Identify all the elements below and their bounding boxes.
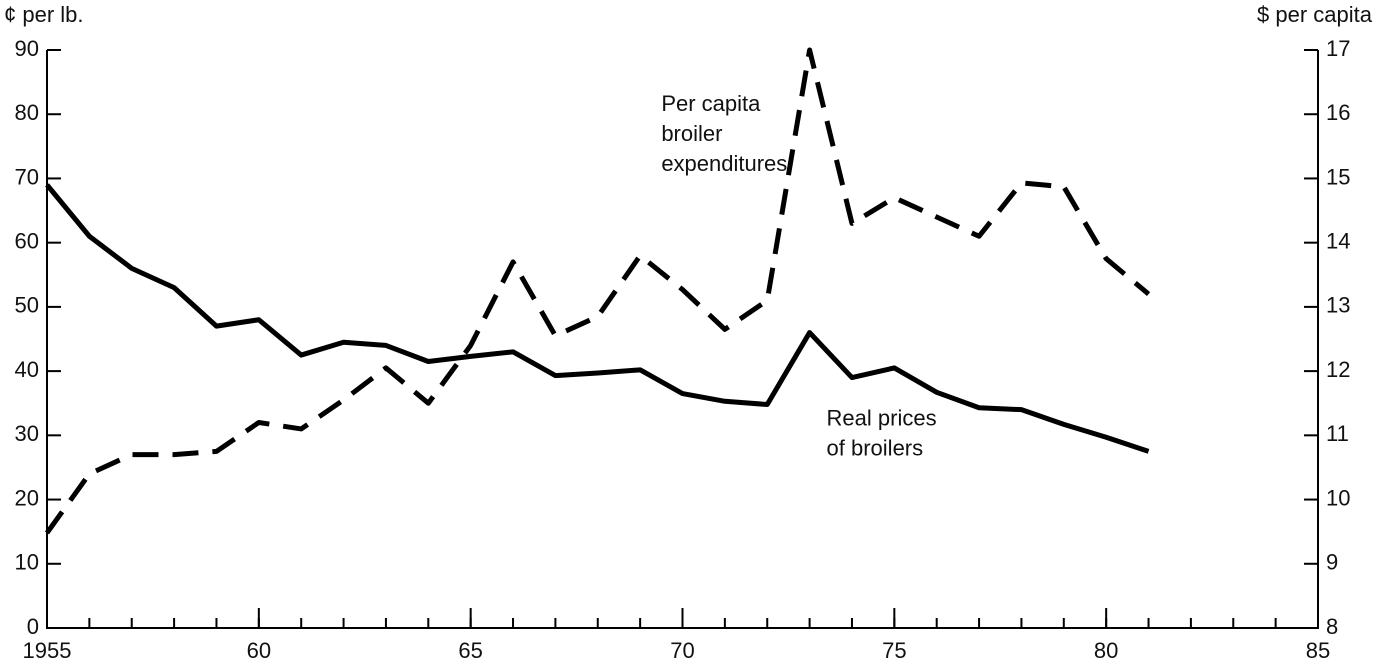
y-tick-label: 30 bbox=[15, 421, 39, 446]
x-tick-label: 75 bbox=[882, 638, 906, 663]
x-tick-label: 60 bbox=[247, 638, 271, 663]
y-tick-label: 0 bbox=[27, 614, 39, 639]
annotation: Per capita bbox=[661, 91, 761, 116]
y2-tick-label: 11 bbox=[1326, 421, 1349, 446]
y-tick-label: 20 bbox=[15, 485, 39, 510]
y2-axis-label: $ per capita bbox=[1257, 2, 1373, 27]
x-tick-label: 70 bbox=[670, 638, 694, 663]
series-line bbox=[44, 47, 1151, 535]
x-tick-label: 65 bbox=[458, 638, 482, 663]
x-tick-label: 85 bbox=[1306, 638, 1330, 663]
y-tick-label: 10 bbox=[15, 550, 39, 575]
y2-tick-label: 8 bbox=[1326, 614, 1338, 639]
annotation: of broilers bbox=[827, 436, 924, 461]
y-tick-label: 70 bbox=[15, 164, 39, 189]
y-tick-label: 80 bbox=[15, 100, 39, 125]
annotation: Real prices bbox=[827, 406, 937, 431]
annotation: expenditures bbox=[661, 151, 787, 176]
y-tick-label: 60 bbox=[15, 228, 39, 253]
y2-tick-label: 15 bbox=[1326, 164, 1350, 189]
y2-tick-label: 16 bbox=[1326, 100, 1350, 125]
y2-tick-label: 9 bbox=[1326, 550, 1338, 575]
y2-tick-label: 12 bbox=[1326, 357, 1350, 382]
x-tick-label: 1955 bbox=[23, 638, 72, 663]
y2-tick-label: 10 bbox=[1326, 485, 1350, 510]
y-tick-label: 40 bbox=[15, 357, 39, 382]
x-tick-label: 80 bbox=[1094, 638, 1118, 663]
y-tick-label: 90 bbox=[15, 36, 39, 61]
y2-tick-label: 14 bbox=[1326, 228, 1350, 253]
y-axis-label: ¢ per lb. bbox=[4, 2, 84, 27]
y-tick-label: 50 bbox=[15, 293, 39, 318]
annotation: broiler bbox=[661, 121, 722, 146]
y2-tick-label: 13 bbox=[1326, 293, 1350, 318]
y2-tick-label: 17 bbox=[1326, 36, 1350, 61]
series-line bbox=[45, 183, 1150, 454]
